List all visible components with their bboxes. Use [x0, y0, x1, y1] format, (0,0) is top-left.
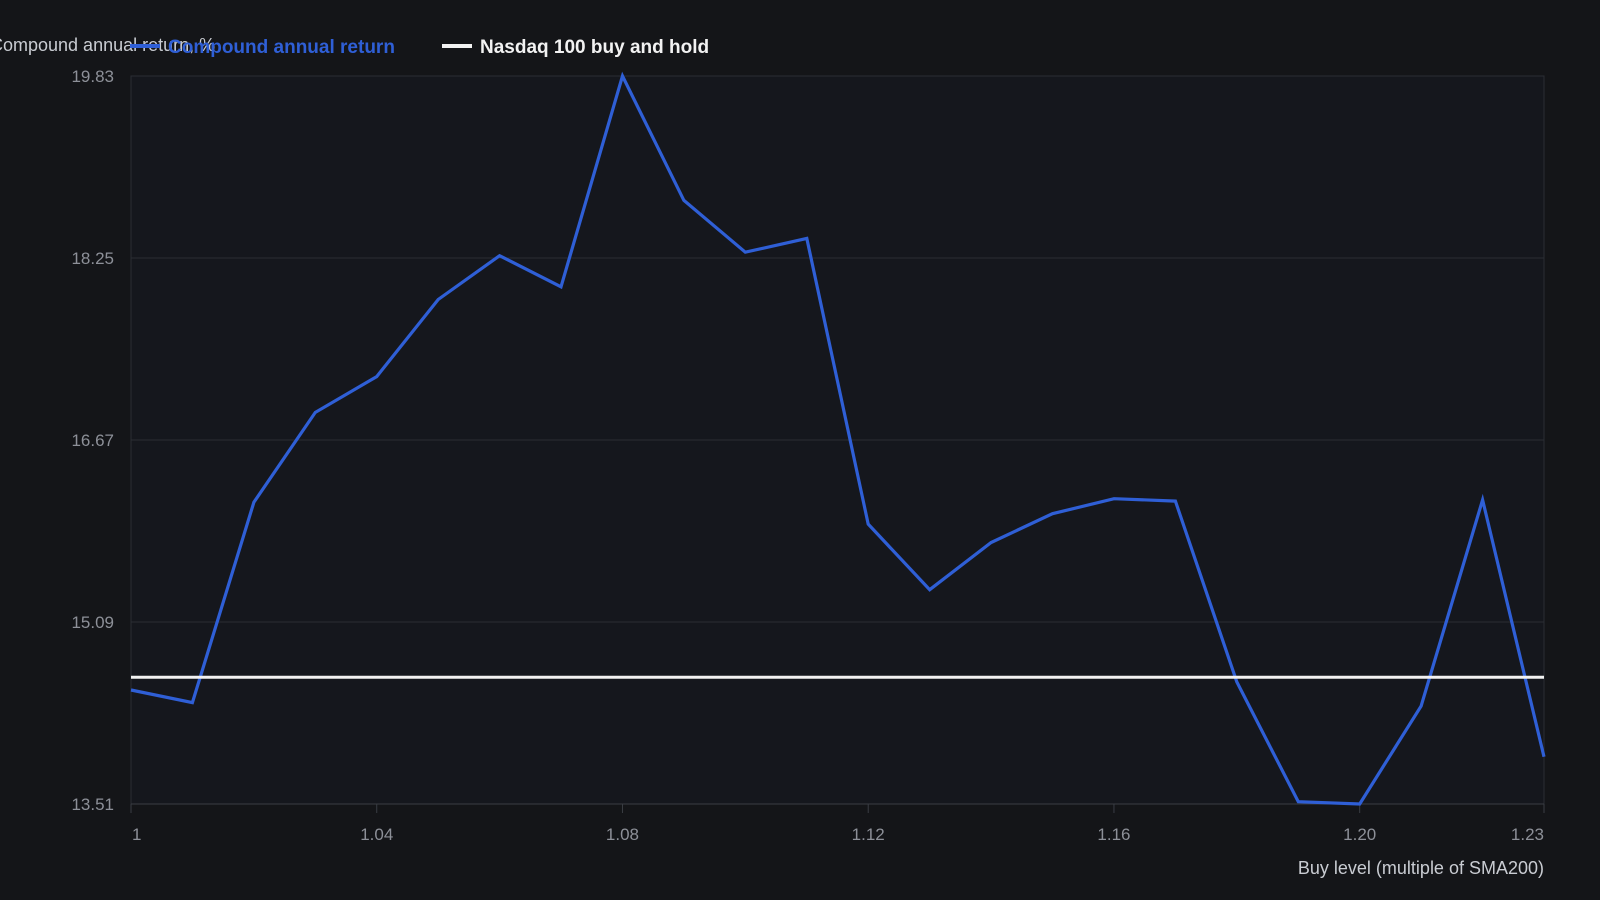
series-line-compound-return — [130, 71, 1546, 806]
y-axis-title: Compound annual return, % — [0, 35, 215, 55]
x-tick-label: 1.08 — [606, 825, 639, 844]
x-axis-ticks: 1 1.04 1.08 1.12 1.16 1.20 1.23 — [130, 803, 1545, 844]
legend: Compound annual return, % Compound annua… — [0, 35, 709, 58]
y-tick-label: 18.25 — [71, 249, 114, 268]
x-tick-label: 1.20 — [1343, 825, 1376, 844]
y-tick-label: 13.51 — [71, 795, 114, 814]
y-tick-label: 16.67 — [71, 431, 114, 450]
x-tick-label: 1.04 — [360, 825, 393, 844]
x-tick-label: 1.16 — [1097, 825, 1130, 844]
legend-label-nasdaq-buy-hold: Nasdaq 100 buy and hold — [480, 37, 709, 58]
x-axis-title: Buy level (multiple of SMA200) — [1298, 858, 1544, 878]
y-tick-label: 19.83 — [71, 67, 114, 86]
y-axis-ticks: 19.83 18.25 16.67 15.09 13.51 — [71, 67, 114, 814]
series-lines — [130, 71, 1546, 806]
x-tick-label: 1.23 — [1511, 825, 1544, 844]
x-tick-label: 1.12 — [852, 825, 885, 844]
x-tick-label: 1 — [132, 825, 141, 844]
legend-label-compound-return: Compound annual return — [168, 37, 395, 58]
y-tick-label: 15.09 — [71, 613, 114, 632]
